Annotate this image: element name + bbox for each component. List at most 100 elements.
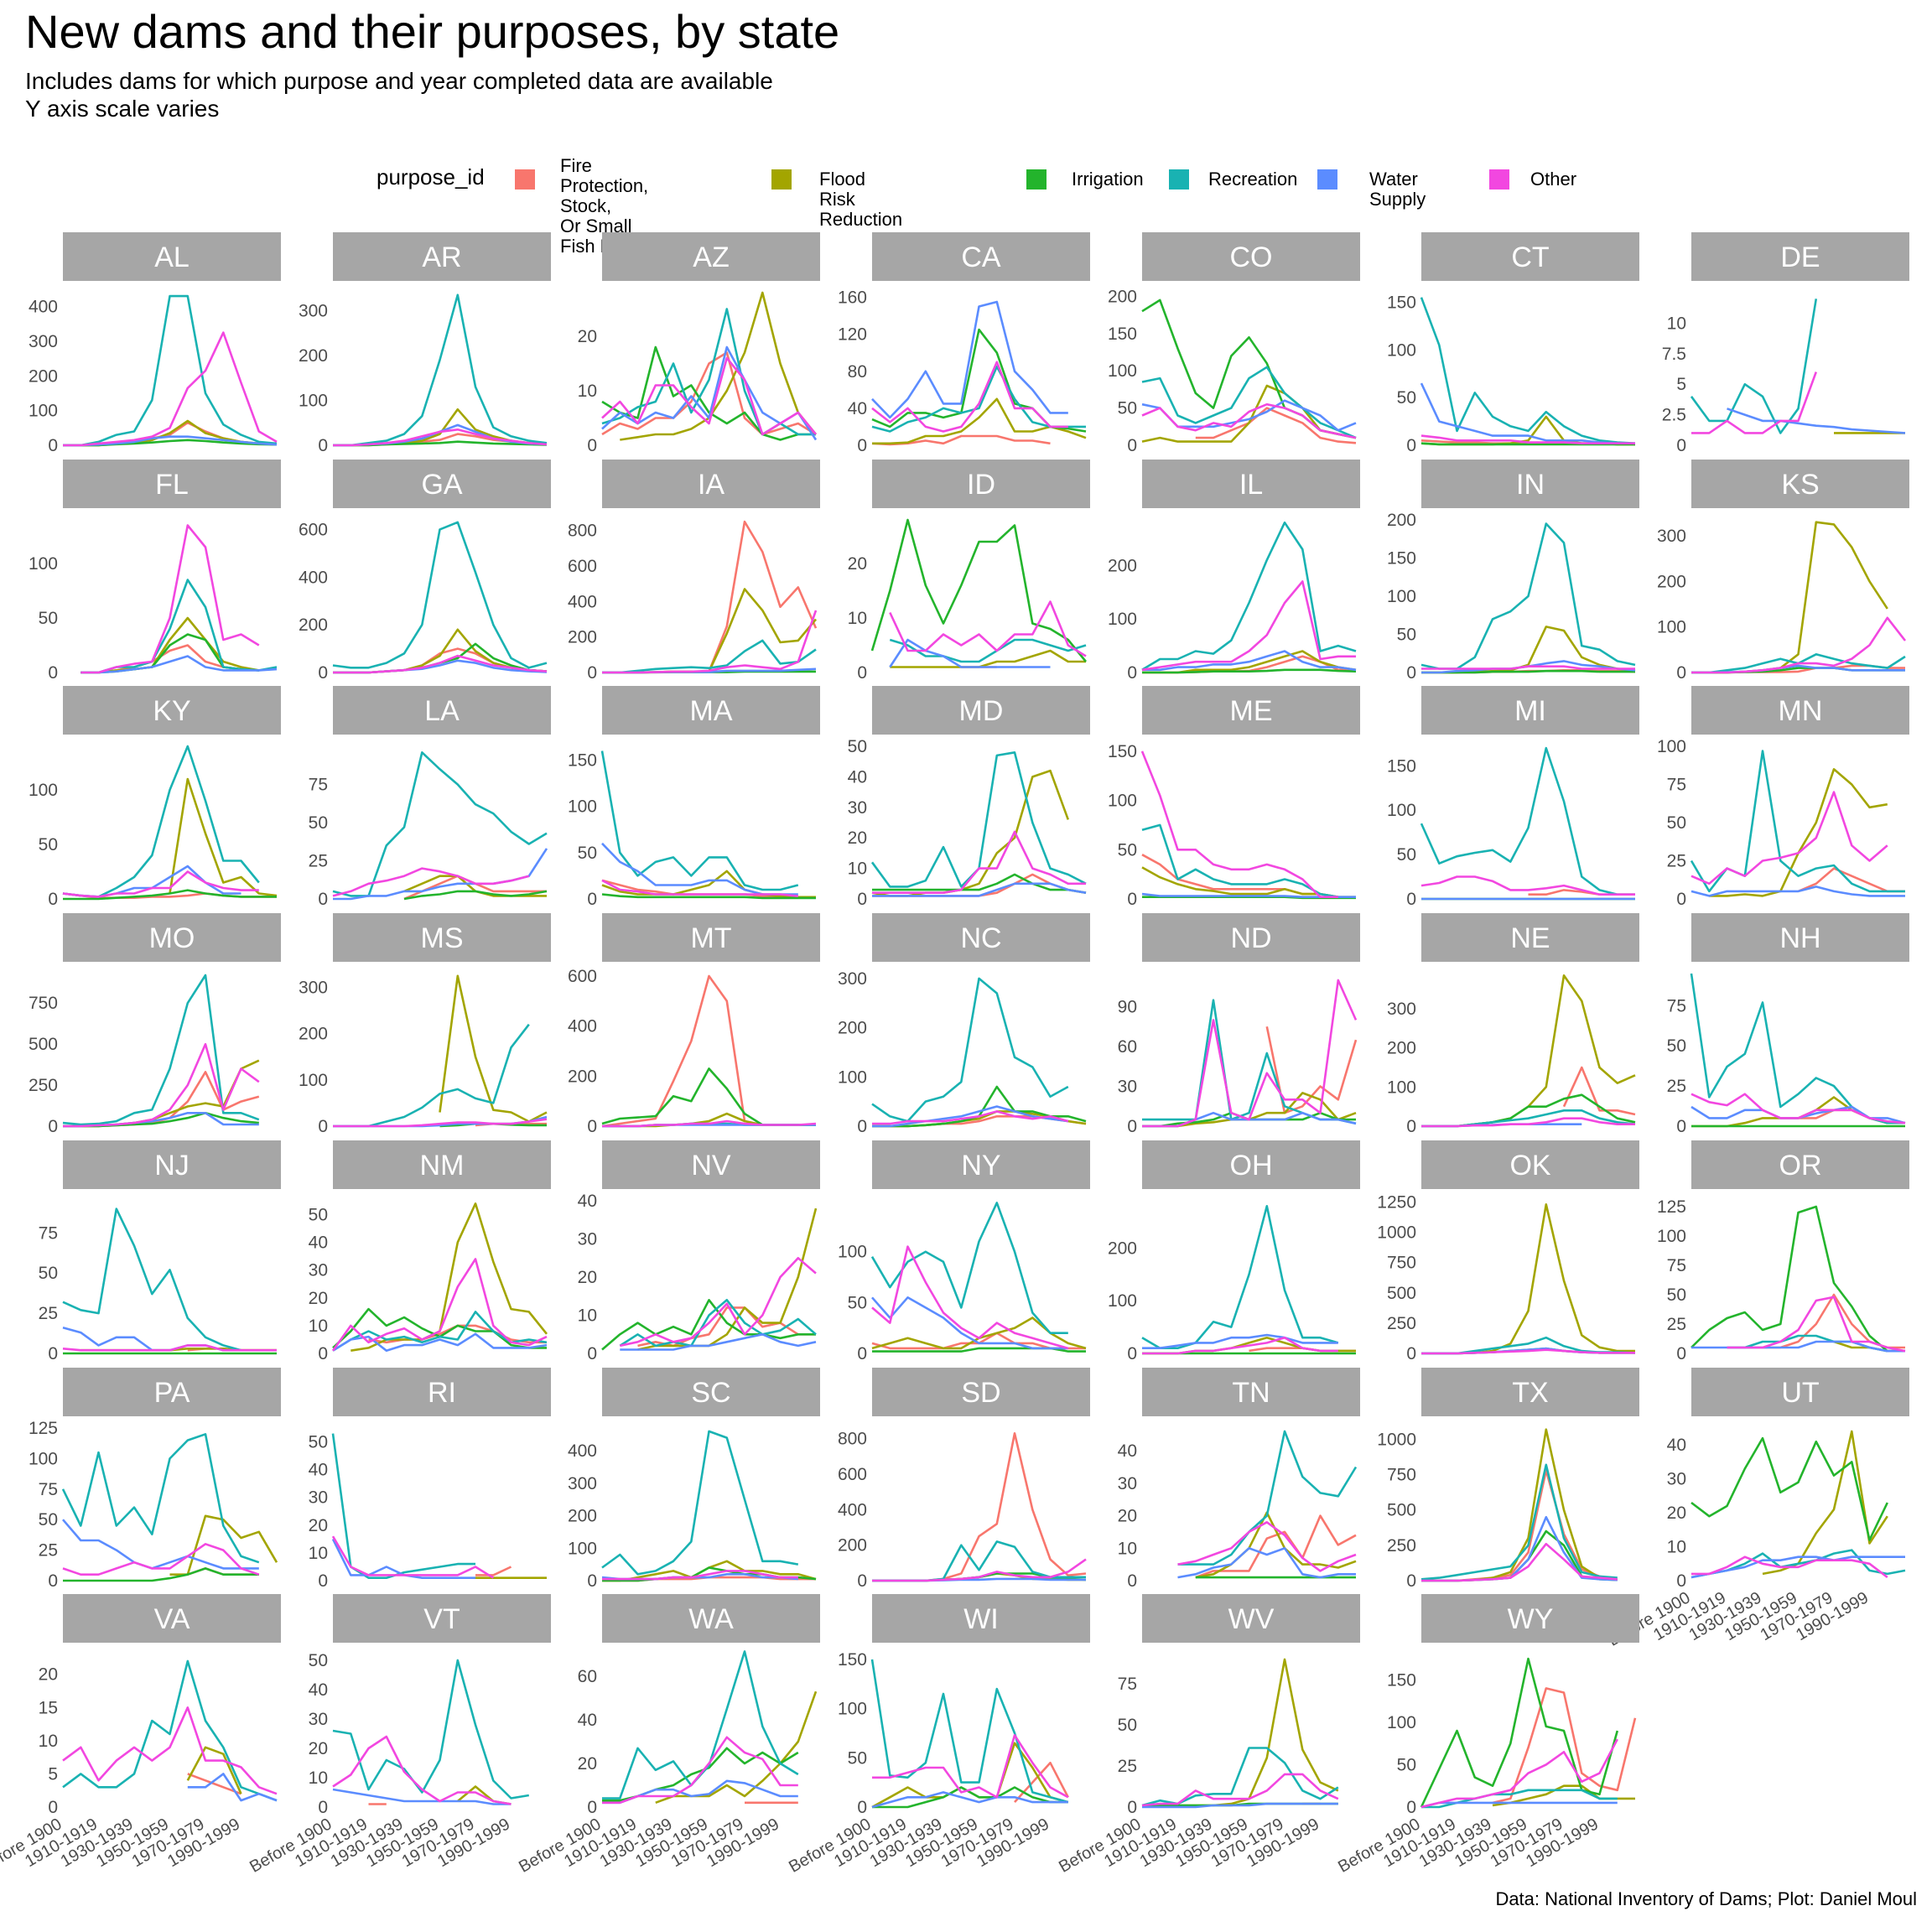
y-tick-label: 100 [299,1071,328,1090]
y-tick-label: 0 [48,1798,58,1817]
facet-panel-ma: MA 0 50 100 150 [568,686,820,909]
y-tick-label: 250 [1387,1314,1416,1333]
y-tick-label: 1250 [1377,1192,1416,1212]
y-tick-label: 50 [848,737,867,756]
y-tick-label: 200 [838,1536,867,1555]
series-line [602,639,817,674]
facet-strip [63,913,281,962]
facet-panel-ct: CT 0 50 100 150 [1387,232,1639,455]
facet-strip-label: ND [1230,922,1271,954]
series-line [1421,1542,1618,1582]
y-tick-label: 150 [1387,549,1416,569]
facet-strip-label: TN [1232,1377,1270,1409]
facet-strip-label: IL [1239,469,1263,501]
series-line [601,879,798,897]
facet-panel-ar: AR 0 100 200 300 [299,232,551,455]
series-line [61,1433,260,1564]
y-tick-label: 50 [309,1206,328,1225]
y-tick-label: 400 [568,1017,597,1036]
y-tick-label: 150 [1387,756,1416,776]
y-tick-label: 200 [568,628,597,647]
y-tick-label: 0 [48,1117,58,1136]
series-line [403,890,548,901]
series-line [872,1558,1087,1582]
y-tick-label: 200 [299,1025,328,1044]
y-tick-label: 30 [309,1488,328,1508]
series-line [889,600,1087,657]
facet-strip [872,1368,1090,1416]
y-tick-label: 0 [48,436,58,455]
y-tick-label: 0 [1406,1798,1416,1817]
y-tick-label: 750 [1387,1466,1416,1485]
facet-strip-label: CT [1511,242,1549,273]
y-tick-label: 0 [1406,1571,1416,1591]
series-line [1421,1117,1635,1128]
chart-caption: Data: National Inventory of Dams; Plot: … [1495,1888,1917,1909]
facet-strip [1691,232,1909,281]
y-tick-label: 1000 [1377,1223,1416,1243]
series-line [601,870,816,899]
y-tick-label: 0 [587,1571,597,1591]
series-line [620,1333,817,1351]
series-line [1420,297,1636,444]
series-line [872,1786,1068,1809]
series-line [333,654,548,674]
series-line [63,1567,259,1582]
y-tick-label: 10 [848,860,867,879]
series-line [870,750,1087,888]
legend-label-other: Other [1530,169,1577,190]
y-tick-label: 50 [578,844,597,863]
y-tick-label: 20 [578,1754,597,1774]
legend-key-fire-protection [515,169,535,190]
y-tick-label: 0 [1676,663,1686,683]
series-line [1142,1658,1339,1807]
facet-strip [1421,686,1639,735]
facet-strip [1421,232,1639,281]
series-line [1690,791,1888,886]
series-line [1142,1333,1338,1349]
facet-strip [1421,1594,1639,1643]
facet-panel-sc: SC 0 100 200 300 400 [568,1368,820,1591]
facet-strip [1691,1368,1909,1416]
series-line [1265,1026,1358,1114]
series-line [1420,522,1636,670]
facet-strip-label: UT [1781,1377,1819,1409]
y-tick-label: 150 [568,751,597,771]
facet-panel-ok: OK 0 250 500 750 1000 1250 [1377,1140,1639,1363]
y-tick-label: 600 [568,967,597,986]
y-tick-label: 15 [39,1698,58,1717]
facet-panel-ia: IA 0 200 400 600 800 [568,460,820,683]
y-tick-label: 20 [39,1665,58,1685]
series-line [1420,875,1635,896]
y-tick-label: 40 [848,767,867,787]
series-line [351,1202,548,1352]
series-line [332,750,548,897]
series-line [332,867,530,897]
series-line [1421,1203,1635,1355]
facet-strip-label: MN [1779,695,1823,727]
y-tick-label: 7.5 [1662,345,1686,364]
facet-strip [1142,460,1360,508]
y-tick-label: 200 [1657,572,1686,591]
series-line [1421,665,1635,670]
series-line [63,331,278,447]
y-tick-label: 10 [848,609,867,628]
facet-strip [1142,232,1360,281]
y-tick-label: 800 [838,1430,867,1449]
y-tick-label: 0 [1406,436,1416,455]
facet-panel-ga: GA 0 200 400 600 [299,460,551,683]
series-line [1141,1773,1339,1807]
facet-strip [333,1368,551,1416]
facet-panel-ne: NE 0 100 200 300 [1387,913,1639,1136]
series-line [1141,580,1356,672]
series-line [62,1659,278,1802]
facet-strip [333,913,551,962]
y-tick-label: 50 [848,1293,867,1312]
facet-strip-label: NH [1779,922,1820,954]
series-line [601,1067,816,1126]
series-line [333,1118,548,1128]
series-line [62,1344,277,1352]
series-line [332,1659,530,1800]
y-tick-label: 200 [299,615,328,635]
series-line [1690,1093,1906,1124]
